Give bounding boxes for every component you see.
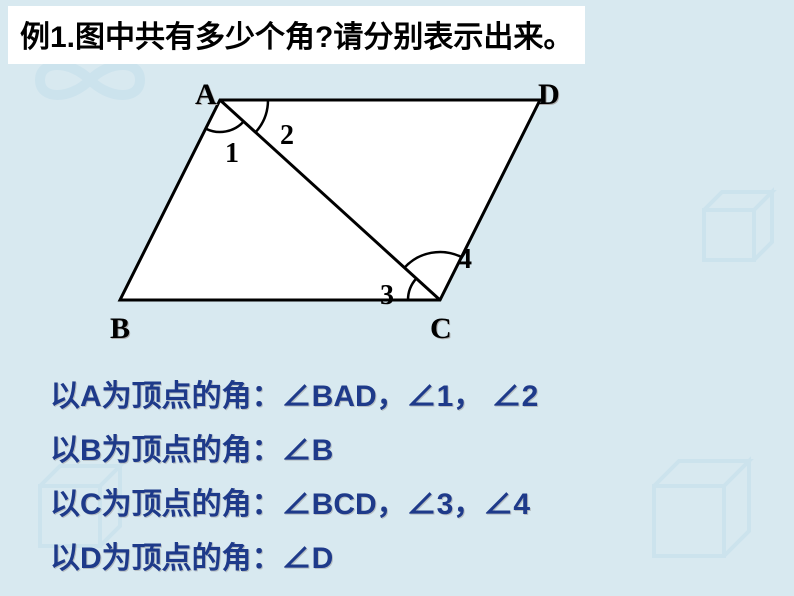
answer-angles: ∠B xyxy=(282,434,334,467)
deco-cube-2 xyxy=(624,446,764,586)
answer-angles: ∠BCD，∠3，∠4 xyxy=(282,488,530,521)
angle-4-label: 4 xyxy=(458,244,472,276)
answer-angles: ∠BAD，∠1， ∠2 xyxy=(282,380,539,413)
answer-prefix: 以D为顶点的角： xyxy=(50,542,282,575)
answer-row-a: 以A为顶点的角：∠BAD，∠1， ∠2 xyxy=(50,370,538,424)
angle-2-label: 2 xyxy=(280,120,294,152)
vertex-b-label: B xyxy=(110,312,130,346)
answer-angles: ∠D xyxy=(282,542,334,575)
answer-prefix: 以A为顶点的角： xyxy=(50,380,282,413)
answer-prefix: 以B为顶点的角： xyxy=(50,434,282,467)
answer-row-d: 以D为顶点的角：∠D xyxy=(50,532,538,586)
vertex-d-label: D xyxy=(538,78,560,112)
vertex-c-label: C xyxy=(430,312,452,346)
question-text: 例1.图中共有多少个角?请分别表示出来。 xyxy=(8,6,585,64)
answer-prefix: 以C为顶点的角： xyxy=(50,488,282,521)
angle-3-label: 3 xyxy=(380,280,394,312)
geometry-diagram: A B C D 1 2 3 4 xyxy=(100,60,620,340)
answer-row-c: 以C为顶点的角：∠BCD，∠3，∠4 xyxy=(50,478,538,532)
answer-row-b: 以B为顶点的角：∠B xyxy=(50,424,538,478)
deco-cube-3 xyxy=(684,180,784,280)
vertex-a-label: A xyxy=(195,78,217,112)
angle-1-label: 1 xyxy=(225,138,239,170)
answer-list: 以A为顶点的角：∠BAD，∠1， ∠2 以B为顶点的角：∠B 以C为顶点的角：∠… xyxy=(50,370,538,586)
